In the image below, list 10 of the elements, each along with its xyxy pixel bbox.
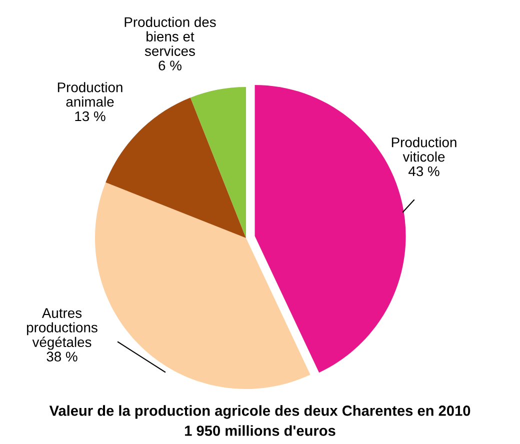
slice-label: Production des biens et services — [124, 16, 216, 56]
text: Valeur de la production agricole des deux Charentes en 2010 — [49, 405, 470, 419]
text: 1 950 millions d'euros — [185, 425, 336, 436]
data-label: 6 % — [158, 60, 182, 70]
data-label: 43 % — [408, 166, 440, 176]
slice-label: Autres productions végétales — [26, 308, 98, 350]
slice-label: Production animale — [58, 82, 122, 107]
slice-label: Production viticole — [392, 137, 456, 162]
data-label: 13 % — [75, 111, 106, 122]
data-label: 38 % — [46, 352, 78, 362]
